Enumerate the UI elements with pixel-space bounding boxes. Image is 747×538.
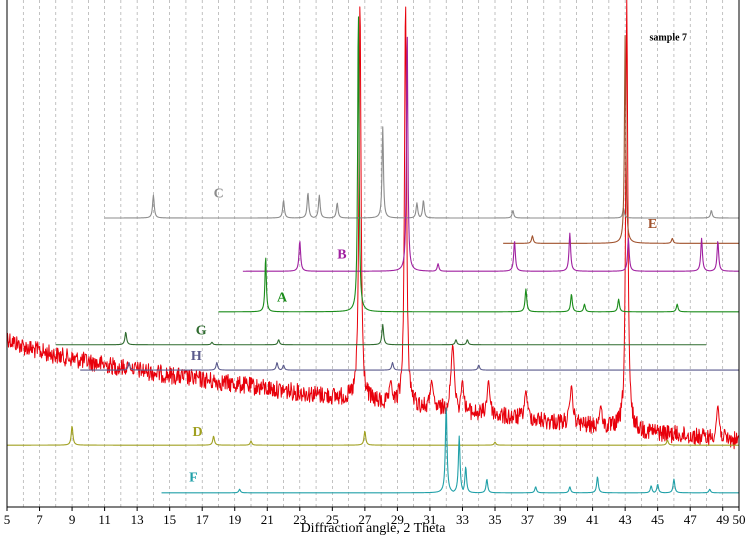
trace-label-g: G [196,324,207,339]
series-line-d [6,425,740,446]
x-tick-label: 19 [228,512,241,527]
x-tick-label: 9 [69,512,76,527]
x-tick-label: 5 [4,512,11,527]
x-tick-label: 47 [684,512,698,527]
trace-label-e: E [648,217,657,232]
x-ticks: 5 7 9 11 13 15 17 19 21 23 25 27 29 31 33 35 37 39 41 43 45 4… [4,507,746,527]
trace-label-h: H [191,349,202,364]
series-line-g [55,323,707,346]
x-tick-label: 25 [326,512,339,527]
x-tick-label: 23 [293,512,306,527]
traces [6,0,740,494]
trace-labels: sample 7 C E B A GH D F [189,33,687,486]
series-line-a [218,16,739,313]
x-tick-label: 21 [261,512,274,527]
x-tick-label: 39 [554,512,567,527]
series-line-e [503,34,739,244]
sample-label: sample 7 [650,33,688,44]
x-axis-title: Diffraction angle, 2 Theta [301,521,447,536]
trace-label-d: D [192,425,202,440]
x-tick-label: 49 [716,512,729,527]
series-line-sample-7 [6,0,740,450]
x-tick-label: 27 [358,512,372,527]
trace-label-f: F [189,471,198,486]
x-tick-label: 33 [456,512,469,527]
trace-label-b: B [337,248,346,263]
series-line-b [242,36,739,272]
trace-label-a: A [277,291,288,306]
trace-label-c: C [214,187,224,202]
x-tick-label: 41 [586,512,599,527]
x-tick-label: 29 [391,512,404,527]
x-tick-label: 35 [489,512,502,527]
series-line-c [104,126,740,219]
x-tick-label: 45 [651,512,664,527]
x-tick-label: 15 [163,512,176,527]
x-tick-label: 31 [423,512,436,527]
x-tick-label: 37 [521,512,535,527]
x-tick-label: 17 [196,512,210,527]
x-tick-label: 50 [733,512,746,527]
x-tick-label: 11 [98,512,111,527]
x-tick-label: 13 [131,512,144,527]
x-tick-label: 43 [619,512,632,527]
series-line-f [161,407,739,494]
series-line-h [80,361,740,371]
x-tick-label: 7 [36,512,43,527]
